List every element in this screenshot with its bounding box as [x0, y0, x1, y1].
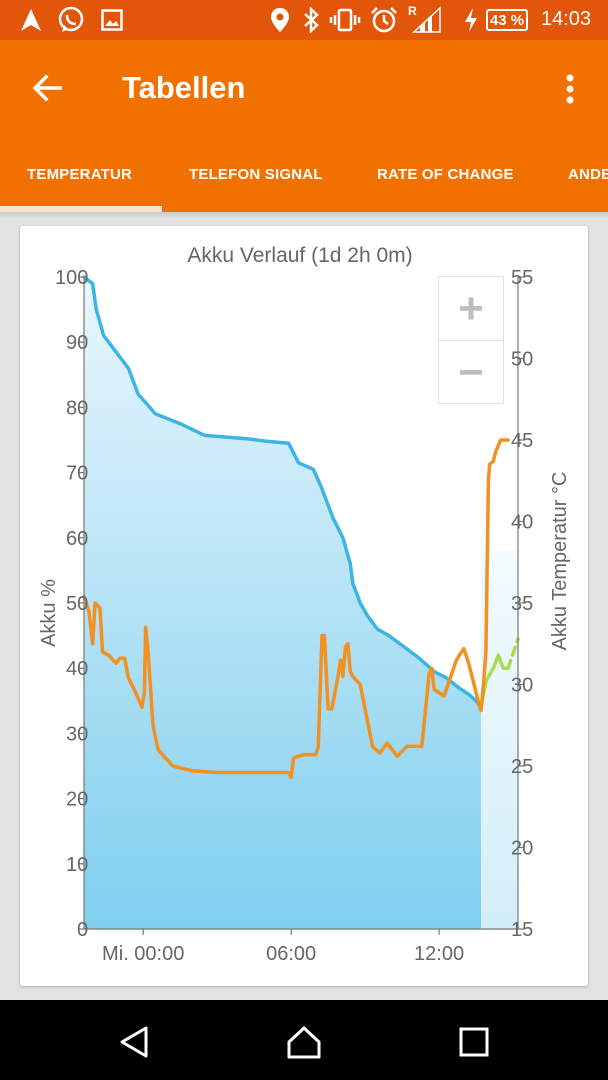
- zoom-in-button[interactable]: +: [458, 284, 484, 333]
- bluetooth-icon: [300, 6, 322, 34]
- navigation-icon: [18, 6, 44, 34]
- y-tick-label: 0: [77, 919, 88, 941]
- temperature-line: [82, 438, 510, 780]
- y-tick-label: 40: [66, 658, 88, 680]
- y2-tick-label: 35: [511, 593, 533, 615]
- tab-ande[interactable]: ANDE: [568, 166, 608, 183]
- y2-tick-label: 45: [511, 430, 533, 452]
- y2-tick-label: 15: [511, 919, 533, 941]
- image-icon: [100, 6, 124, 34]
- signal-icon: R: [406, 4, 442, 34]
- projection-line: [506, 637, 520, 670]
- alarm-icon: [370, 6, 398, 34]
- tab-indicator: [0, 206, 162, 212]
- y-tick-label: 60: [66, 528, 88, 550]
- tab-shadow: [0, 212, 608, 218]
- x-tick-label: 12:00: [414, 943, 464, 965]
- battery-chart[interactable]: Akku Verlauf (1d 2h 0m)10090807060504030…: [20, 226, 588, 986]
- more-vert-icon[interactable]: [556, 70, 584, 110]
- clock: 14:03: [541, 8, 592, 30]
- back-triangle-icon[interactable]: [112, 1020, 156, 1064]
- zoom-out-button[interactable]: −: [458, 348, 484, 397]
- y-axis-label: Akku %: [38, 579, 60, 647]
- zoom-divider: [439, 340, 503, 341]
- home-icon[interactable]: [282, 1020, 326, 1064]
- zoom-controls: + −: [438, 276, 504, 404]
- y2-axis-label: Akku Temperatur °C: [549, 472, 571, 651]
- y2-tick-label: 25: [511, 756, 533, 778]
- app-bar: Tabellen: [0, 40, 608, 140]
- tab-telefon-signal[interactable]: TELEFON SIGNAL: [189, 166, 323, 183]
- y-tick-label: 70: [66, 463, 88, 485]
- tab-temperatur[interactable]: TEMPERATUR: [27, 166, 133, 183]
- charging-icon: [460, 6, 482, 34]
- page-title: Tabellen: [122, 70, 246, 105]
- y-tick-label: 50: [66, 593, 88, 615]
- y-tick-label: 100: [55, 267, 88, 289]
- battery-icon: 43 %: [486, 9, 528, 31]
- y2-tick-label: 40: [511, 512, 533, 534]
- battery-level-area: [84, 277, 482, 929]
- location-icon: [268, 6, 292, 34]
- y-tick-label: 10: [66, 854, 88, 876]
- y-tick-label: 20: [66, 789, 88, 811]
- recents-square-icon[interactable]: [452, 1020, 496, 1064]
- vibrate-icon: [328, 6, 362, 34]
- navigation-bar: [0, 1000, 608, 1080]
- y-tick-label: 80: [66, 397, 88, 419]
- y-tick-label: 90: [66, 332, 88, 354]
- status-bar: R 43 % 14:03: [0, 0, 608, 40]
- chart-title: Akku Verlauf (1d 2h 0m): [187, 244, 412, 267]
- whatsapp-icon: [56, 6, 86, 34]
- arrow-left-icon[interactable]: [28, 68, 68, 108]
- tab-rate-of-change[interactable]: RATE OF CHANGE: [377, 166, 514, 183]
- y2-tick-label: 50: [511, 349, 533, 371]
- battery-percent: 43 %: [489, 11, 525, 29]
- y2-tick-label: 55: [511, 267, 533, 289]
- tab-bar: TEMPERATUR TELEFON SIGNAL RATE OF CHANGE…: [0, 140, 608, 212]
- y2-tick-label: 20: [511, 838, 533, 860]
- x-tick-label: Mi. 00:00: [102, 943, 184, 965]
- y2-tick-label: 30: [511, 675, 533, 697]
- chart-card: Akku Verlauf (1d 2h 0m) 100 90 80 70 60 50 40 30…: [20, 226, 588, 986]
- network-type-label: R: [408, 4, 417, 18]
- battery-level-line: [82, 275, 483, 710]
- y-tick-label: 30: [66, 723, 88, 745]
- x-tick-label: 06:00: [266, 943, 316, 965]
